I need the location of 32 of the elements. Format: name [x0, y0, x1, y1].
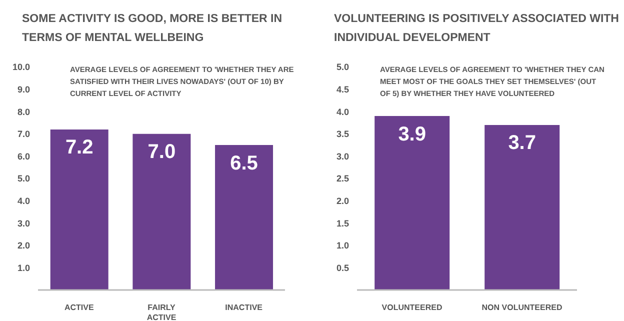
x-tick-label: VOLUNTEERED: [382, 303, 442, 312]
y-tick-label: 5.0: [336, 62, 349, 72]
chart-title: SOME ACTIVITY IS GOOD, MORE IS BETTER IN TERMS OF MENTAL WELLBEING: [22, 12, 284, 46]
y-tick-label: 1.5: [336, 218, 349, 228]
data-label: 7.2: [65, 136, 94, 159]
y-tick-label: 1.0: [336, 240, 349, 251]
data-label: 6.5: [230, 152, 258, 174]
x-tick-label: FAIRLY ACTIVE: [146, 303, 177, 321]
y-tick-label: 9.0: [17, 84, 30, 94]
y-tick-label: 4.0: [17, 196, 30, 206]
data-label: 7.0: [148, 141, 176, 164]
y-tick-label: 8.0: [17, 106, 30, 117]
y-tick-label: 2.5: [336, 174, 349, 184]
y-tick-label: 7.0: [17, 129, 30, 140]
y-tick-label: 3.0: [17, 218, 30, 228]
y-tick-label: 0.5: [336, 262, 349, 273]
y-tick-label: 2.0: [17, 240, 30, 251]
y-tick-label: 4.0: [336, 106, 349, 117]
data-label: 3.7: [508, 132, 536, 154]
data-label: 3.9: [398, 123, 426, 146]
y-tick-label: 5.0: [17, 174, 30, 184]
x-tick-label: INACTIVE: [225, 303, 264, 312]
y-tick-label: 3.0: [336, 151, 349, 162]
y-tick-label: 2.0: [336, 196, 349, 206]
y-tick-label: 1.0: [17, 262, 30, 273]
x-tick-label: NON VOLUNTEERED: [482, 303, 562, 312]
y-tick-label: 3.5: [336, 129, 349, 140]
y-tick-label: 6.0: [17, 151, 30, 162]
y-tick-label: 4.5: [336, 84, 349, 94]
y-tick-label: 10.0: [12, 62, 30, 72]
chart-title: VOLUNTEERING IS POSITIVELY ASSOCIATED WITH INDIVIDUAL DEVELOPMENT: [334, 12, 620, 46]
x-tick-label: ACTIVE: [64, 303, 94, 312]
